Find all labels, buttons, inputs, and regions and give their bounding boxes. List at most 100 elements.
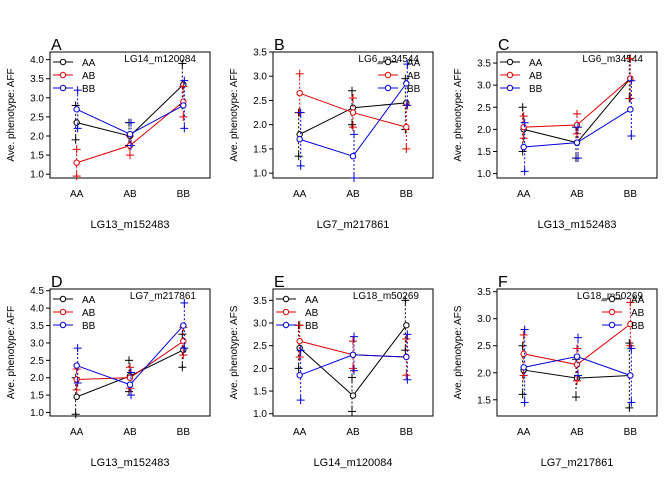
series-bb — [520, 76, 636, 176]
legend-marker — [506, 71, 514, 79]
x-tick-label: AB — [346, 189, 360, 200]
series-bb — [73, 298, 189, 400]
y-tick-label: 1.0 — [253, 409, 267, 420]
legend: AA AB BB — [500, 58, 543, 95]
data-point — [73, 159, 80, 166]
data-point — [73, 106, 80, 113]
data-point — [180, 102, 187, 109]
legend-marker — [608, 321, 616, 329]
legend-marker — [384, 71, 392, 79]
y-axis-title: Ave. phenotype: AFF — [229, 68, 240, 161]
y-tick-label: 1.5 — [253, 144, 267, 155]
legend: AA AB BB — [276, 295, 319, 332]
y-tick-label: 3.5 — [30, 74, 44, 85]
y-tick-label: 2.5 — [477, 341, 491, 352]
legend-label: AB — [407, 71, 421, 82]
data-point — [349, 109, 357, 116]
panel-letter: D — [51, 274, 63, 291]
data-point — [296, 136, 303, 143]
data-point — [180, 322, 187, 329]
data-point — [73, 119, 80, 126]
legend-marker — [59, 321, 67, 329]
y-axis-title: Ave. phenotype: AFF — [6, 306, 17, 399]
legend-label: AA — [529, 58, 543, 69]
series-aa — [294, 296, 410, 416]
x-tick-label: BB — [177, 427, 191, 438]
data-point — [126, 374, 134, 381]
y-tick-label: 1.5 — [477, 395, 491, 406]
x-tick-label: AB — [570, 427, 584, 438]
panel-b: BLG6_m345441.01.52.02.53.03.5AAABBBLG7_m… — [229, 37, 434, 231]
y-tick-label: 2.0 — [30, 132, 44, 143]
data-point — [573, 361, 581, 368]
marker-label: LG14_m120084 — [124, 54, 196, 65]
series-bb — [296, 330, 412, 405]
y-tick-label: 2.0 — [477, 125, 491, 136]
panel-letter: E — [274, 274, 285, 291]
legend-label: AA — [82, 295, 96, 306]
legend-label: BB — [529, 84, 543, 95]
data-point — [296, 337, 303, 345]
y-tick-label: 3.0 — [30, 338, 44, 349]
y-tick-label: 2.0 — [477, 368, 491, 379]
y-tick-label: 1.5 — [30, 151, 44, 162]
x-axis-title: LG13_m152483 — [91, 457, 170, 469]
series-aa — [294, 74, 410, 161]
x-tick-label: AB — [123, 189, 137, 200]
legend-marker — [59, 71, 67, 79]
series-ab — [72, 323, 188, 394]
y-tick-label: 2.5 — [253, 96, 267, 107]
panel-letter: F — [498, 274, 508, 291]
panel-e: E LG18_m50269 1.0 1.5 2.0 2.5 3.0 3.5 AA AB BB LG14… — [229, 274, 434, 469]
legend: AA AB BB — [53, 295, 96, 332]
x-axis-title: LG13_m152483 — [538, 219, 617, 231]
series-line — [299, 324, 407, 397]
y-tick-label: 3.5 — [30, 321, 44, 332]
data-point — [349, 152, 357, 160]
legend: AA AB BB — [53, 58, 96, 95]
legend-label: BB — [631, 321, 645, 332]
legend-label: AB — [305, 308, 319, 319]
data-point — [520, 143, 527, 151]
legend-marker — [608, 295, 616, 303]
x-tick-label: AA — [70, 427, 84, 438]
legend-label: BB — [82, 321, 96, 332]
data-point — [180, 337, 187, 345]
panel-d: D LG7_m217861 1.0 1.5 2.0 2.5 3.0 3.5 4.0 4.5 AA AB… — [6, 274, 211, 469]
plot-frame — [496, 288, 658, 417]
y-axis-title: Ave. phenotype: AFS — [229, 305, 240, 399]
series-bb — [296, 60, 412, 182]
legend-marker — [282, 295, 290, 303]
y-tick-label: 2.5 — [253, 341, 267, 352]
series-bb — [73, 76, 189, 150]
y-tick-label: 2.0 — [30, 373, 44, 384]
y-axis-title: Ave. phenotype: AFS — [453, 305, 464, 399]
data-point — [296, 371, 303, 379]
legend-label: AA — [305, 295, 319, 306]
y-tick-label: 3.0 — [30, 93, 44, 104]
data-point — [520, 350, 527, 358]
legend-label: AA — [82, 58, 96, 69]
x-tick-label: BB — [624, 427, 638, 438]
data-point — [126, 381, 134, 388]
data-point — [403, 123, 410, 131]
x-axis-title: LG7_m217861 — [317, 219, 390, 231]
y-tick-label: 2.5 — [30, 112, 44, 123]
y-tick-label: 2.5 — [30, 356, 44, 367]
data-point — [73, 362, 80, 369]
x-tick-label: AA — [517, 189, 531, 200]
series-ab — [295, 69, 411, 153]
x-tick-label: BB — [177, 189, 191, 200]
legend-label: AB — [82, 71, 96, 82]
data-point — [627, 372, 634, 379]
legend-label: AB — [529, 71, 543, 82]
legend-marker — [506, 58, 514, 66]
plot-frame — [496, 51, 658, 179]
legend-marker — [59, 308, 67, 316]
data-point — [349, 351, 357, 358]
panel-a: A LG14_m120084 1.0 1.5 2.0 2.5 3.0 3.5 4.0 AA AB BB… — [6, 37, 211, 231]
legend: AA AB BB — [602, 295, 645, 332]
series-bb — [520, 325, 636, 407]
legend-marker — [59, 58, 67, 66]
plot-frame — [49, 51, 211, 179]
